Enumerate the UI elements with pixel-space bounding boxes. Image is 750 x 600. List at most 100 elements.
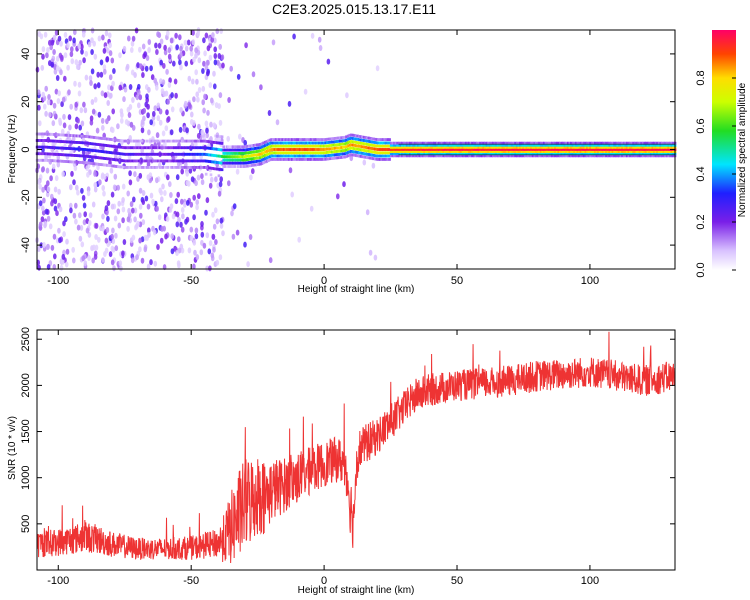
ridge-cell [94, 156, 98, 159]
heatmap-cell [168, 77, 172, 84]
ridge-cell [367, 143, 371, 147]
heatmap-cell [74, 123, 79, 130]
ridge-cell [657, 143, 661, 147]
ridge-cell [107, 137, 111, 141]
ridge-cell [581, 146, 584, 149]
ridge-cell [551, 152, 554, 156]
ridge-cell [557, 150, 560, 153]
ridge-cell [643, 154, 647, 158]
ridge-cell [308, 154, 312, 158]
heatmap-cell [152, 110, 156, 117]
heatmap-cell [210, 36, 214, 43]
ridge-cell [448, 141, 452, 145]
ridge-cell [53, 139, 56, 143]
ridge-cell [458, 148, 462, 151]
heatmap-cell [168, 181, 172, 188]
ridge-cell [193, 159, 197, 163]
ridge-cell [525, 146, 529, 149]
ridge-cell [278, 154, 281, 158]
ridge-cell [640, 150, 643, 153]
ridge-cell [559, 150, 562, 153]
ridge-cell [645, 143, 648, 147]
heatmap-cell [133, 171, 137, 178]
heatmap-cell [249, 174, 253, 181]
ridge-cell [423, 152, 426, 156]
ridge-cell [243, 165, 246, 168]
ridge-cell [158, 159, 162, 163]
ridge-cell [598, 152, 602, 156]
ridge-cell [306, 138, 310, 141]
heatmap-cell [183, 39, 188, 46]
ridge-cell [306, 154, 310, 158]
ridge-cell [47, 132, 50, 136]
heatmap-cell [189, 235, 194, 242]
ridge-cell [243, 145, 246, 149]
heatmap-cell [65, 248, 70, 255]
ridge-cell [461, 154, 465, 158]
ridge-cell [509, 146, 513, 149]
ridge-cell [369, 140, 372, 144]
ridge-cell [448, 154, 452, 158]
ridge-cell [267, 139, 270, 143]
heatmap-cell [188, 167, 193, 174]
ridge-cell [456, 143, 460, 147]
ridge-cell [611, 141, 615, 145]
ridge-cell [490, 143, 493, 147]
ridge-cell [503, 154, 506, 158]
ridge-cell [310, 141, 313, 145]
ridge-cell [330, 150, 334, 154]
ridge-cell [281, 144, 284, 148]
heatmap-cell [194, 52, 198, 59]
ridge-cell [630, 148, 634, 151]
heatmap-cell [110, 259, 115, 266]
ridge-cell [450, 154, 454, 158]
ridge-cell [117, 158, 120, 162]
ridge-cell [629, 141, 632, 145]
ridge-cell [614, 152, 618, 156]
ridge-cell [114, 151, 117, 155]
ridge-cell [176, 159, 179, 163]
heatmap-cell [179, 64, 183, 71]
ridge-cell [637, 143, 640, 147]
heatmap-cell [76, 117, 80, 124]
ridge-cell [263, 154, 267, 157]
ridge-cell [381, 141, 385, 145]
ridge-cell [354, 141, 358, 144]
ridge-cell [393, 150, 396, 153]
heatmap-cell [57, 90, 61, 97]
ridge-cell [549, 152, 552, 156]
heatmap-cell [146, 112, 150, 119]
ridge-cell [573, 146, 576, 149]
ridge-cell [380, 158, 383, 161]
ridge-cell [523, 146, 527, 149]
ridge-cell [627, 152, 631, 156]
ridge-cell [472, 141, 476, 145]
heatmap-cell [56, 98, 61, 104]
heatmap-cell [196, 96, 200, 103]
ridge-cell [487, 146, 490, 149]
heatmap-cell [126, 225, 130, 232]
ridge-cell [74, 160, 77, 164]
ridge-cell [286, 148, 289, 151]
ridge-cell [646, 152, 650, 156]
ridge-cell [171, 159, 174, 163]
ridge-cell [351, 150, 355, 154]
ridge-cell [413, 143, 417, 147]
ridge-cell [388, 151, 391, 155]
ridge-cell [275, 141, 278, 145]
ridge-cell [514, 154, 517, 158]
ridge-cell [284, 138, 288, 141]
heatmap-cell [122, 239, 127, 245]
ridge-cell [589, 143, 592, 147]
heatmap-cell [37, 264, 41, 271]
heatmap-cell [38, 221, 43, 228]
ridge-cell [361, 148, 364, 152]
ridge-cell [415, 143, 418, 147]
ridge-cell [651, 152, 655, 156]
ridge-cell [445, 150, 449, 153]
ridge-cell [426, 146, 430, 149]
ridge-cell [82, 141, 85, 145]
ridge-cell [643, 150, 647, 153]
